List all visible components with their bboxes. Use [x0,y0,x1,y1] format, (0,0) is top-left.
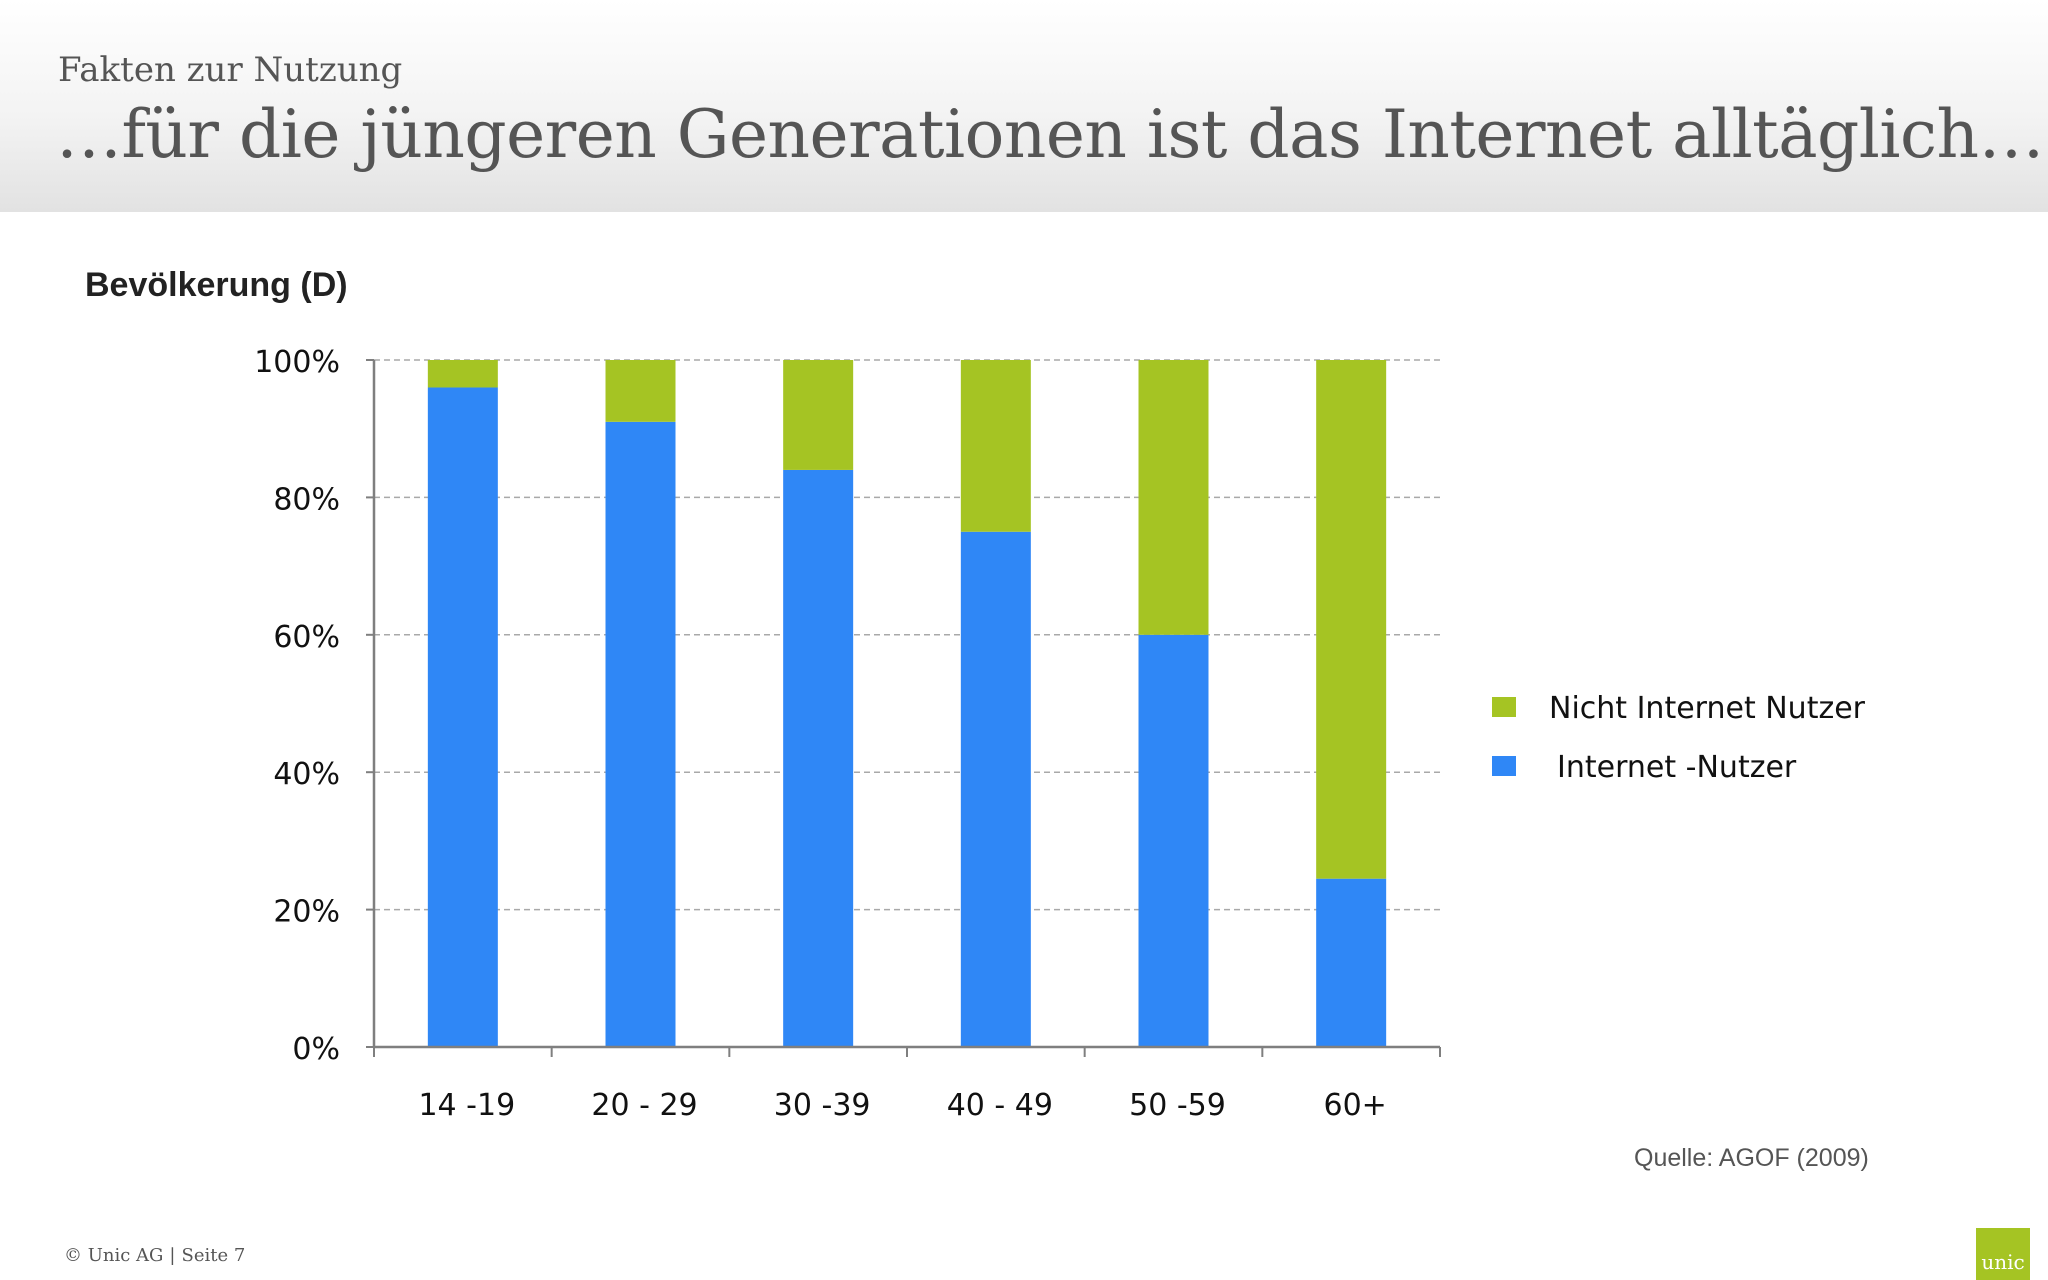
axes [366,359,1441,1057]
footer: © Unic AG | Seite 7 [64,1245,245,1266]
bar-non-users [783,360,854,470]
logo-text: unic [1981,1250,2025,1274]
bar-non-users [427,360,498,388]
source-note: Quelle: AGOF (2009) [1634,1144,1869,1172]
bar-non-users [1316,360,1387,879]
bar-internet-users [783,469,854,1047]
x-tick-label: 50 -59 [1129,1088,1226,1123]
legend-label: Nicht Internet Nutzer [1549,691,1866,726]
bar-internet-users [1316,878,1387,1047]
bars [427,360,1387,1048]
legend: Nicht Internet Nutzer Internet -Nutzer [1492,691,1866,785]
copyright-text: © Unic AG [64,1245,164,1266]
x-tick-label: 14 -19 [418,1088,515,1123]
legend-swatch [1492,697,1516,717]
footer-separator: | [169,1245,176,1266]
x-tick-label: 20 - 29 [591,1088,697,1123]
x-tick-label: 40 - 49 [947,1088,1053,1123]
y-tick-label: 80% [273,482,340,517]
x-tick-label: 30 -39 [774,1088,871,1123]
bar-non-users [1138,360,1209,635]
bar-internet-users [1138,634,1209,1047]
tick-labels: 0% 20% 40% 60% 80% 100% 14 -19 20 - 29 30 -39 40 … [254,345,1387,1123]
bar-non-users [605,360,676,422]
legend-label: Internet -Nutzer [1557,750,1797,785]
y-tick-label: 20% [273,895,340,930]
unic-logo: unic [1976,1228,2030,1280]
legend-swatch [1492,756,1516,776]
bar-internet-users [960,531,1031,1047]
header-band [0,0,2048,212]
y-tick-label: 40% [273,757,340,792]
slide-title: …für die jüngeren Generationen ist das I… [56,96,2044,173]
x-tick-label: 60+ [1324,1088,1387,1123]
bar-non-users [960,360,1031,532]
y-tick-label: 100% [254,345,340,380]
y-tick-label: 60% [273,620,340,655]
bar-internet-users [605,421,676,1048]
slide-subtitle: Fakten zur Nutzung [58,50,403,90]
page-number: Seite 7 [181,1245,246,1266]
grid-lines [374,359,1440,911]
chart-heading: Bevölkerung (D) [85,266,348,304]
bar-internet-users [427,387,498,1048]
y-tick-label: 0% [292,1032,340,1067]
